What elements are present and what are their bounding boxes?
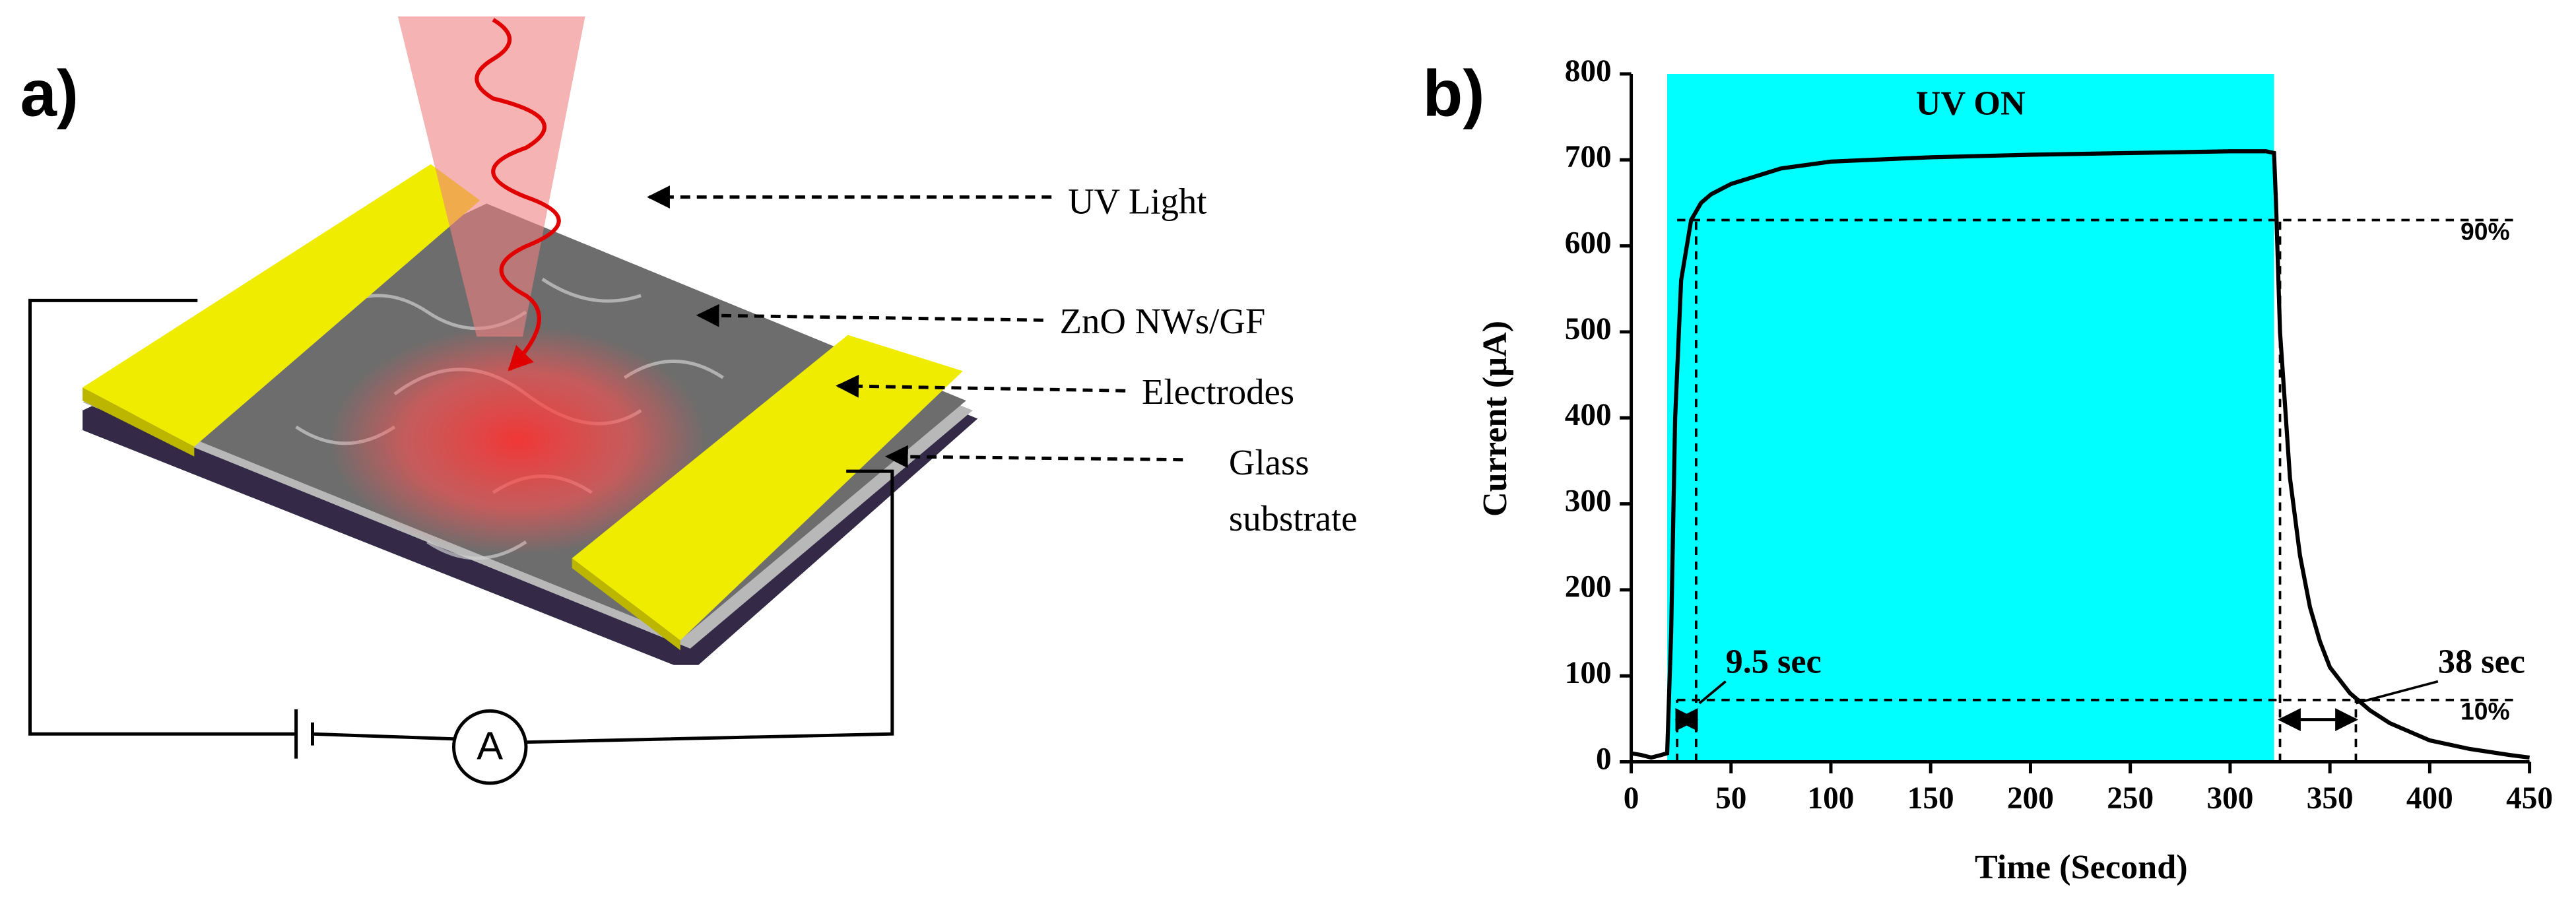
x-tick-label: 300 xyxy=(2206,781,2253,816)
label-pointer xyxy=(2355,680,2439,705)
uv-spot xyxy=(329,325,707,556)
threshold-label: 90% xyxy=(2460,217,2510,245)
annotation: ZnO NWs/GF xyxy=(1060,301,1266,341)
y-tick-label: 100 xyxy=(1565,656,1612,690)
x-tick-label: 100 xyxy=(1808,781,1855,816)
panel-label: b) xyxy=(1423,57,1485,131)
y-tick-label: 700 xyxy=(1565,140,1612,174)
label-pointer xyxy=(1698,680,1727,705)
x-tick-label: 350 xyxy=(2307,781,2354,816)
y-tick-label: 400 xyxy=(1565,398,1612,432)
circuit xyxy=(28,298,894,785)
electrode xyxy=(83,164,480,447)
y-tick-label: 200 xyxy=(1565,570,1612,604)
y-axis-title: Current (μA) xyxy=(1476,321,1514,517)
electrode-edge xyxy=(572,558,680,651)
x-tick-label: 200 xyxy=(2007,781,2054,816)
electrode xyxy=(572,335,963,641)
annotation: Glass xyxy=(1229,442,1309,482)
uv-region xyxy=(1667,73,2274,762)
annotation: substrate xyxy=(1229,498,1358,538)
x-tick-label: 150 xyxy=(1907,781,1954,816)
x-tick-label: 450 xyxy=(2506,781,2553,816)
interval-label: 9.5 sec xyxy=(1726,643,1822,681)
annotation: Electrodes xyxy=(1142,372,1294,412)
x-tick-label: 50 xyxy=(1715,781,1746,816)
interval-label: 38 sec xyxy=(2438,643,2525,681)
pointer-arrows xyxy=(647,185,1183,469)
device-diagram: a) A UV Light ZnO NWs/GF El xyxy=(20,16,1358,785)
panel-label: a) xyxy=(20,57,79,131)
y-tick-label: 300 xyxy=(1565,484,1612,518)
y-tick-label: 600 xyxy=(1565,226,1612,260)
y-tick-label: 500 xyxy=(1565,312,1612,346)
y-tick-label: 800 xyxy=(1565,54,1612,88)
x-tick-label: 250 xyxy=(2107,781,2154,816)
annotation: UV Light xyxy=(1068,181,1206,222)
x-tick-label: 400 xyxy=(2406,781,2453,816)
threshold-label: 10% xyxy=(2460,697,2510,725)
y-tick-label: 0 xyxy=(1596,742,1612,776)
current-curve xyxy=(1631,149,2530,760)
uv-label: UV ON xyxy=(1916,84,2026,123)
chart: UV ON 0 100 200 300 400 500 600 700 800 0 50 100 150 2… xyxy=(1565,54,2553,816)
uv-wave xyxy=(475,18,561,372)
electrode-edge xyxy=(83,387,195,457)
x-axis-title: Time (Second) xyxy=(1975,848,2188,886)
x-tick-label: 0 xyxy=(1624,781,1639,816)
ammeter-label: A xyxy=(477,723,503,767)
